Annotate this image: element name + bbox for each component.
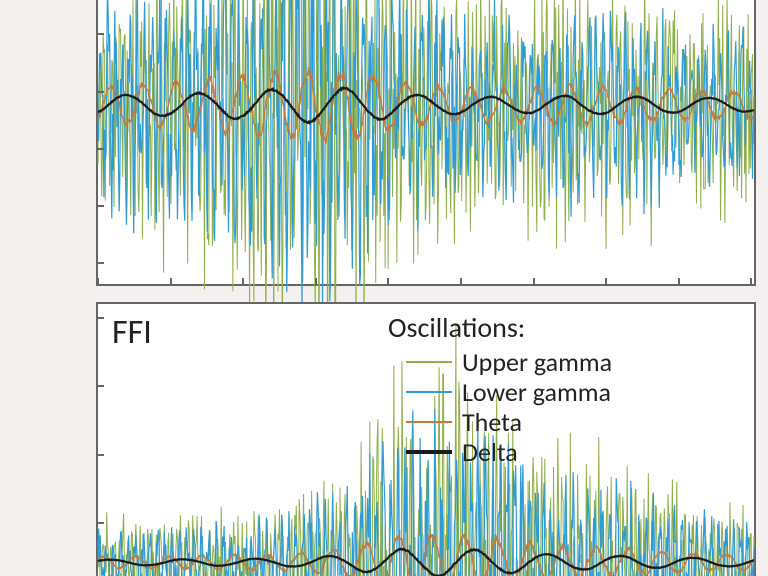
y-tick (96, 148, 104, 150)
y-tick (96, 385, 104, 387)
oscillation-legend: Oscillations: Upper gamma Lower gamma Th… (388, 310, 612, 467)
legend-label-delta: Delta (462, 436, 518, 468)
legend-row-delta: Delta (388, 437, 612, 467)
x-tick (387, 278, 389, 286)
x-tick (605, 278, 607, 286)
oscillation-panel-bottom: FFI Oscillations: Upper gamma Lower gamm… (96, 302, 756, 576)
x-tick (678, 278, 680, 286)
panel-bottom-title: FFI (112, 312, 152, 353)
legend-swatch-delta (406, 450, 452, 453)
legend-label-theta: Theta (462, 406, 522, 438)
legend-label-lower-gamma: Lower gamma (462, 376, 611, 408)
y-tick (96, 522, 104, 524)
y-tick (96, 205, 104, 207)
x-tick (170, 278, 172, 286)
y-tick (96, 91, 104, 93)
x-tick (315, 278, 317, 286)
x-tick (750, 278, 752, 286)
y-tick (96, 454, 104, 456)
legend-swatch-upper-gamma (406, 361, 452, 363)
x-tick (97, 278, 99, 286)
legend-row-theta: Theta (388, 407, 612, 437)
y-tick (96, 317, 104, 319)
trace-layer-top (98, 0, 754, 284)
legend-swatch-lower-gamma (406, 391, 452, 393)
y-tick (96, 33, 104, 35)
x-tick (460, 278, 462, 286)
x-tick (533, 278, 535, 286)
legend-title: Oscillations: (388, 310, 612, 345)
oscillation-panel-top (96, 0, 756, 286)
legend-label-upper-gamma: Upper gamma (462, 346, 612, 378)
y-tick (96, 262, 104, 264)
legend-swatch-theta (406, 421, 452, 423)
legend-row-upper-gamma: Upper gamma (388, 347, 612, 377)
legend-row-lower-gamma: Lower gamma (388, 377, 612, 407)
x-tick (242, 278, 244, 286)
